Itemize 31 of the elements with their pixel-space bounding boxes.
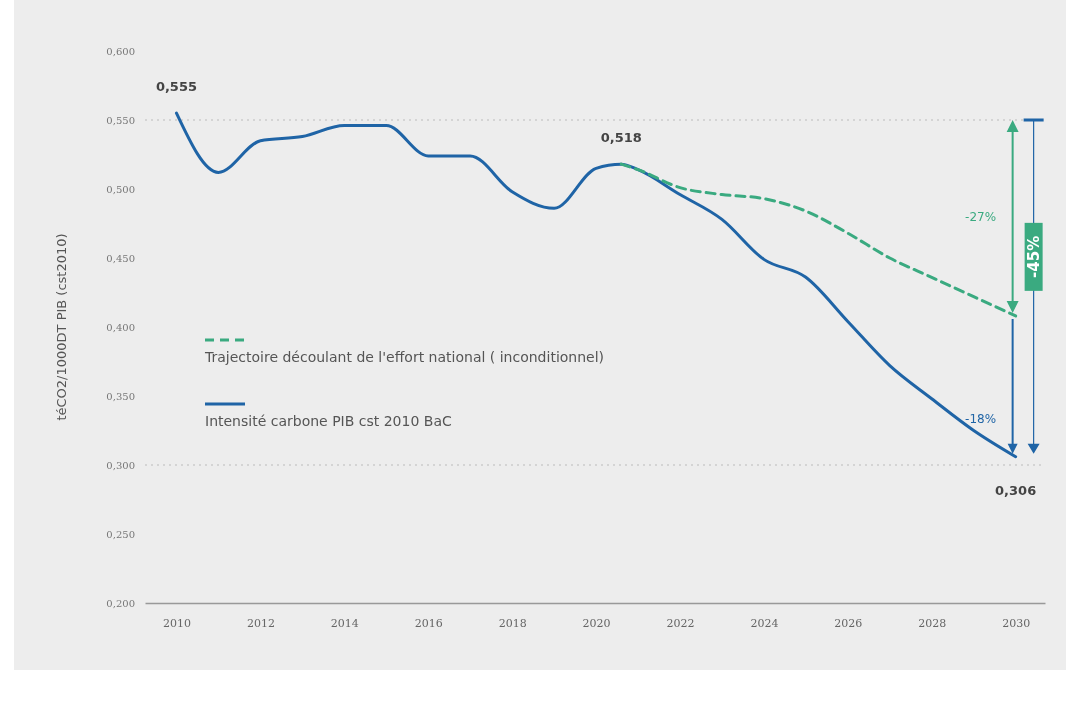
annotation: 0,306	[995, 482, 1037, 498]
annotation: -45%	[1024, 235, 1043, 278]
legend-label: Trajectoire découlant de l'effort national ( inconditionnel)	[204, 349, 605, 365]
y-tick-label: 0,400	[106, 321, 135, 333]
x-tick-label: 2010	[162, 616, 191, 630]
x-tick-label: 2024	[750, 616, 779, 630]
x-tick-label: 2020	[582, 616, 611, 630]
y-tick-label: 0,450	[106, 252, 135, 264]
annotation: -27%	[965, 209, 997, 224]
y-axis-title: téCO2/1000DT PIB (cst2010)	[54, 233, 69, 421]
legend-label: Intensité carbone PIB cst 2010 BaC	[205, 413, 452, 429]
x-tick-label: 2030	[1002, 616, 1031, 630]
x-tick-label: 2022	[666, 616, 695, 630]
annotation: 0,518	[600, 130, 642, 146]
y-tick-label: 0,550	[106, 114, 135, 126]
y-tick-label: 0,600	[106, 45, 135, 57]
x-tick-label: 2014	[330, 616, 359, 630]
x-tick-label: 2016	[414, 616, 443, 630]
x-tick-label: 2028	[918, 616, 947, 630]
x-tick-label: 2018	[498, 616, 527, 630]
annotation: -18%	[965, 411, 997, 426]
y-tick-label: 0,500	[106, 183, 135, 195]
x-tick-label: 2012	[246, 616, 275, 630]
line-series	[619, 162, 1018, 318]
annotation: 0,555	[155, 79, 198, 95]
y-tick-label: 0,200	[106, 597, 135, 609]
line-series	[174, 111, 1018, 459]
y-tick-label: 0,300	[106, 459, 135, 471]
y-tick-label: 0,350	[106, 390, 135, 402]
x-tick-label: 2026	[834, 616, 863, 630]
y-tick-label: 0,250	[106, 528, 135, 540]
